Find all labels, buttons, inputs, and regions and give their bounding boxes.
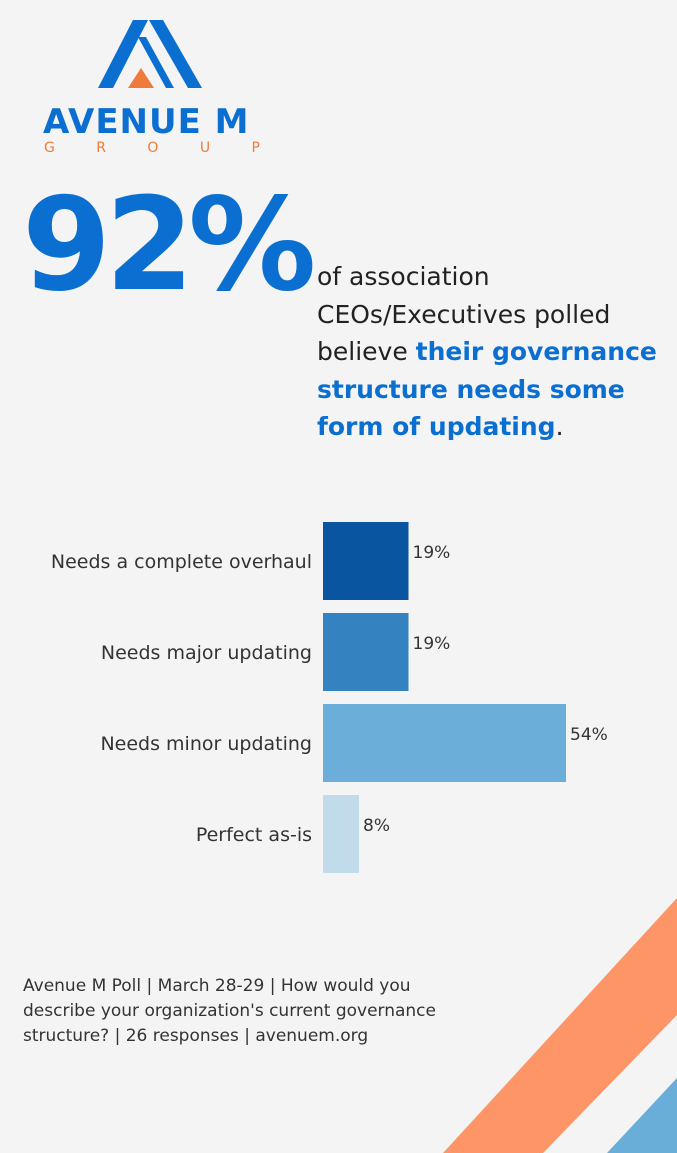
- bar-chart: Needs a complete overhaul 19% Needs major …: [0, 500, 677, 900]
- brand-sub-letter: O: [147, 140, 159, 156]
- statement-highlight: their governance structure needs some fo…: [317, 337, 657, 441]
- bar: [323, 704, 566, 782]
- bar: [323, 613, 409, 691]
- value-label: 54%: [570, 725, 608, 745]
- value-label: 19%: [413, 543, 451, 563]
- logo-mark-icon: [98, 20, 202, 88]
- bar-chart-svg: Needs a complete overhaul 19% Needs major …: [51, 522, 608, 873]
- category-label: Needs minor updating: [100, 733, 312, 755]
- brand-subtitle: G R O U P: [44, 140, 260, 156]
- headline-statement: of association CEOs/Executives polled be…: [317, 258, 667, 446]
- statement-end: .: [555, 412, 564, 441]
- brand-sub-letter: R: [96, 140, 106, 156]
- poll-footnote: Avenue M Poll | March 28-29 | How would …: [23, 976, 436, 1046]
- brand-sub-letter: U: [199, 140, 211, 156]
- value-label: 19%: [413, 634, 451, 654]
- statement-text: of association CEOs/Executives polled be…: [317, 262, 611, 366]
- category-label: Needs a complete overhaul: [51, 551, 312, 573]
- bar: [323, 795, 359, 873]
- blue-stripe: [607, 1078, 677, 1153]
- brand-sub-letter: P: [251, 140, 260, 156]
- bar: [323, 522, 409, 600]
- headline-stat: 92%: [22, 171, 316, 320]
- category-label: Needs major updating: [101, 642, 312, 664]
- value-label: 8%: [363, 816, 390, 836]
- brand-sub-letter: G: [44, 140, 55, 156]
- brand-logo: AVENUE M G R O U P: [40, 18, 270, 158]
- brand-name: AVENUE M: [43, 102, 250, 142]
- category-label: Perfect as-is: [196, 824, 312, 846]
- orange-stripe: [443, 898, 677, 1153]
